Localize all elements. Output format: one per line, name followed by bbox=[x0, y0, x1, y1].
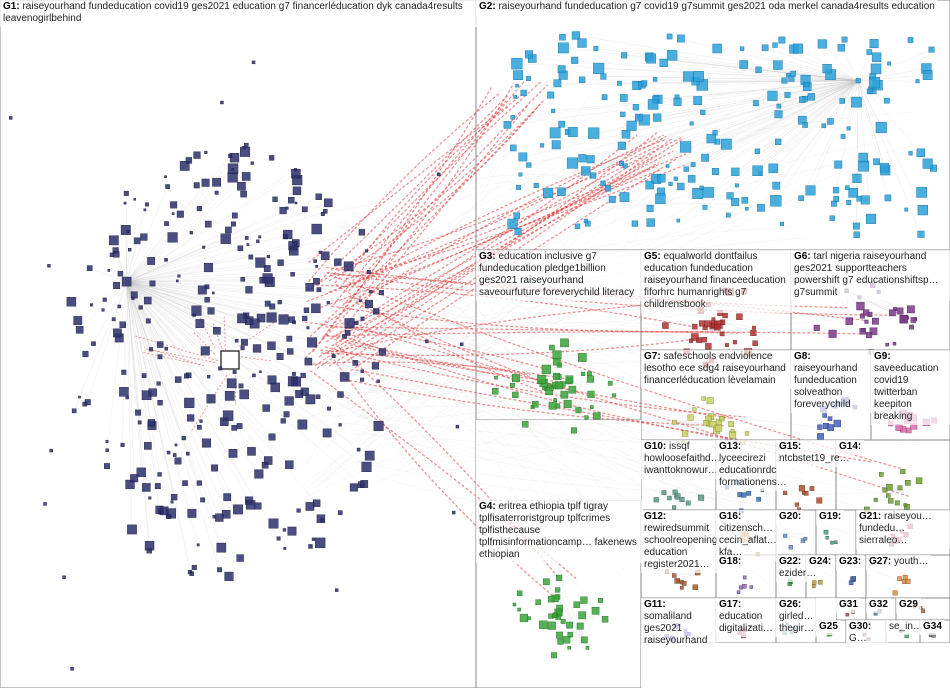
network-graph-canvas bbox=[0, 0, 950, 688]
